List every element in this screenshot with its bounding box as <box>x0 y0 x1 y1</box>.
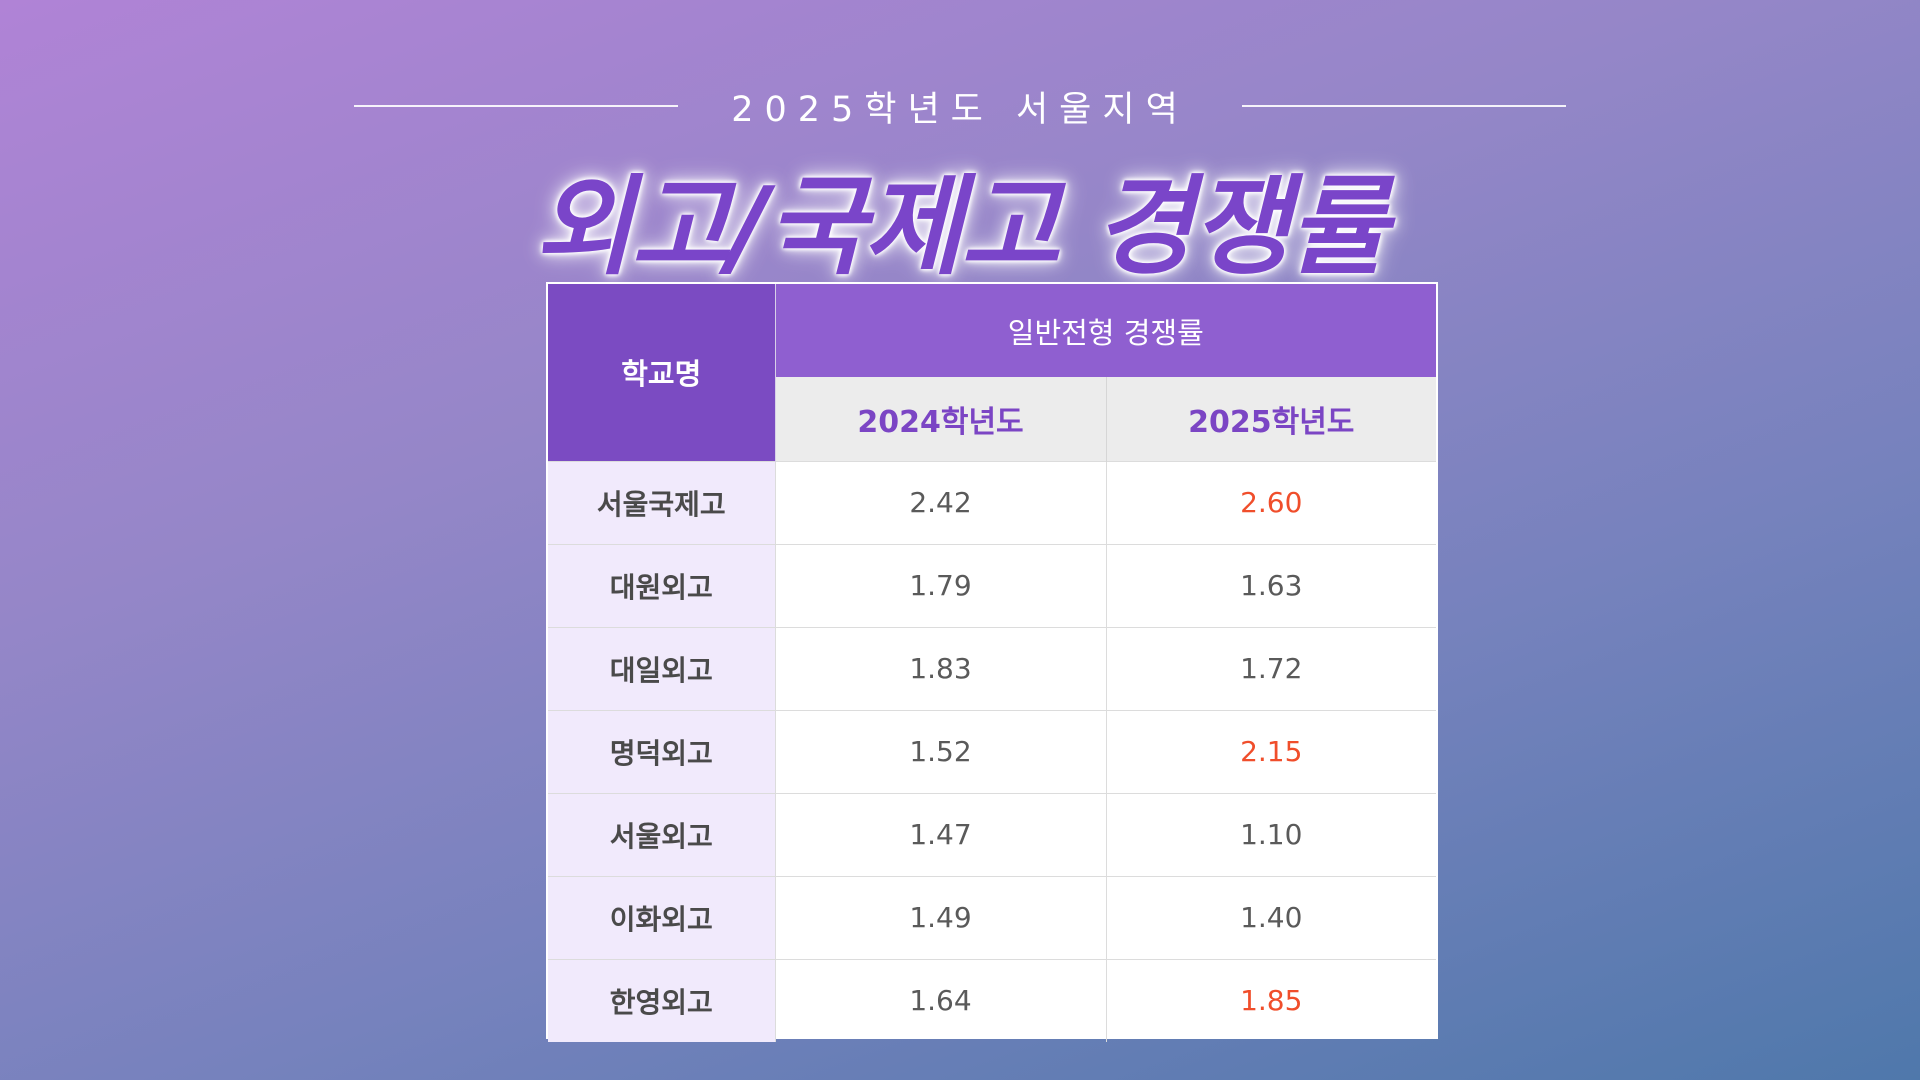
rate-2024: 1.79 <box>775 543 1107 627</box>
school-name: 이화외고 <box>548 875 776 959</box>
table-row: 서울국제고 2.42 2.60 <box>548 460 1437 544</box>
table-row: 서울외고 1.47 1.10 <box>548 792 1437 876</box>
rate-2025: 2.15 <box>1106 709 1437 793</box>
school-name: 대일외고 <box>548 626 776 710</box>
school-name: 대원외고 <box>548 543 776 627</box>
rate-2025: 2.60 <box>1106 460 1437 544</box>
rate-2025: 1.10 <box>1106 792 1437 876</box>
page-title: 외고/국제고 경쟁률 <box>534 165 1388 290</box>
rate-2024: 1.49 <box>775 875 1107 959</box>
table-row: 대원외고 1.79 1.63 <box>548 543 1437 627</box>
school-name: 서울외고 <box>548 792 776 876</box>
rate-2024: 1.64 <box>775 958 1107 1042</box>
subtitle-row: 2025학년도 서울지역 <box>354 82 1566 130</box>
school-name: 한영외고 <box>548 958 776 1042</box>
table-row: 명덕외고 1.52 2.15 <box>548 709 1437 793</box>
school-name: 서울국제고 <box>548 460 776 544</box>
rate-2024: 2.42 <box>775 460 1107 544</box>
table-row: 한영외고 1.64 1.85 <box>548 958 1437 1042</box>
rate-2025: 1.40 <box>1106 875 1437 959</box>
table-row: 대일외고 1.83 1.72 <box>548 626 1437 710</box>
year-2024-header: 2024학년도 <box>775 377 1107 461</box>
rate-2025: 1.63 <box>1106 543 1437 627</box>
rate-2024: 1.47 <box>775 792 1107 876</box>
rate-2025: 1.72 <box>1106 626 1437 710</box>
right-divider <box>1241 105 1566 107</box>
table-row: 이화외고 1.49 1.40 <box>548 875 1437 959</box>
year-2025-header: 2025학년도 <box>1106 377 1437 461</box>
school-name: 명덕외고 <box>548 709 776 793</box>
rate-2024: 1.52 <box>775 709 1107 793</box>
general-admission-header: 일반전형 경쟁률 <box>775 284 1437 377</box>
left-divider <box>354 105 678 107</box>
rate-2024: 1.83 <box>775 626 1107 710</box>
subtitle: 2025학년도 서울지역 <box>731 89 1189 130</box>
rate-2025: 1.85 <box>1106 958 1437 1042</box>
competition-table: 학교명 일반전형 경쟁률 2024학년도 2025학년도 서울국제고 2.42 … <box>546 282 1438 1042</box>
school-name-header: 학교명 <box>548 284 776 461</box>
